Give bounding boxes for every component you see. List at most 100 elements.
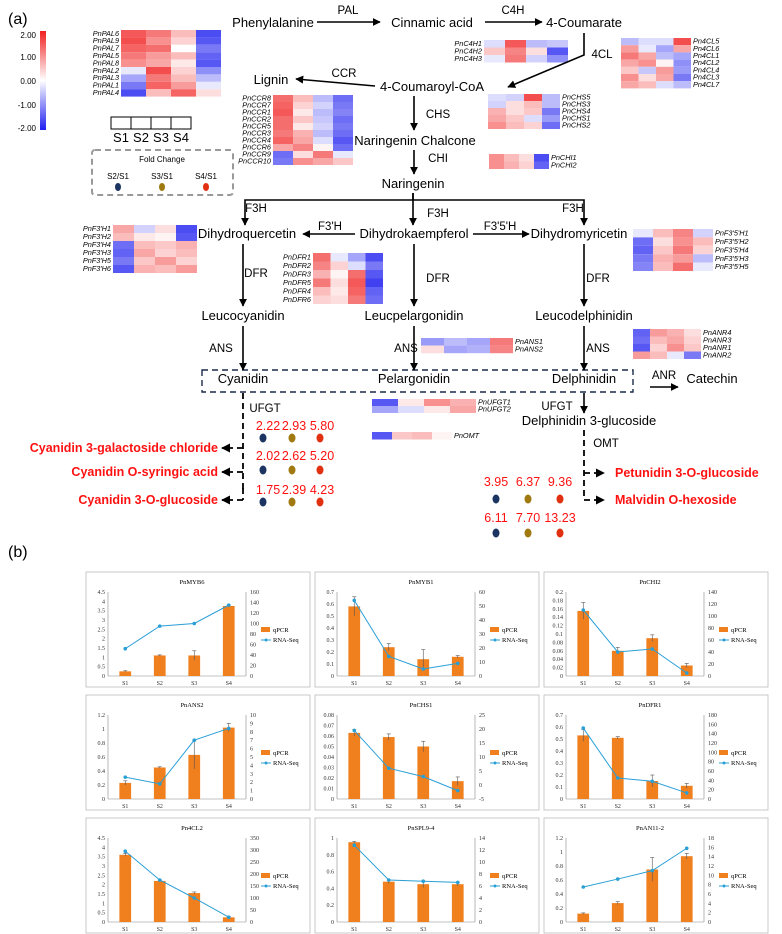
tick-label-right: 0 — [250, 797, 253, 803]
heatmap-gene-label: PnCHS2 — [562, 120, 590, 129]
fc-dot — [556, 494, 564, 504]
tick-label-right: 0 — [708, 674, 711, 680]
category-label: S3 — [649, 927, 655, 933]
rnaseq-point — [123, 849, 128, 853]
fc-dot — [288, 497, 296, 507]
heatmap-cell — [273, 123, 293, 130]
qpcr-charts: PnMYB600.511.522.533.544.502040608010012… — [85, 571, 769, 934]
heatmap-cell — [444, 338, 467, 346]
tick-label-right: 10 — [708, 873, 714, 879]
heatmap-gene-label: PnF3'5'H2 — [715, 237, 749, 246]
heatmap-cell — [547, 40, 568, 48]
heatmap-gene-label: PnCHI1 — [551, 153, 577, 162]
fc-value: 9.36 — [548, 475, 572, 489]
heatmap-cell — [450, 399, 476, 406]
heatmap-cell — [330, 253, 348, 262]
heatmap-cell — [506, 108, 524, 115]
fc-value: 1.75 — [256, 483, 280, 497]
heatmap-gene-label: PnCCR6 — [242, 142, 272, 151]
category-label: S2 — [615, 927, 621, 933]
heatmap-ccr: PnCCR8PnCCR7PnCCR1PnCCR2PnCCR5PnCCR3PnCC… — [238, 93, 353, 165]
chart-pndfr1: PnDFR1 0 0.1 0.2 0.3 0.4 0.5 0.6 0.7 0 20 40 60 80 100… — [543, 694, 769, 811]
heatmap-cell — [365, 270, 383, 279]
heatmap-cell — [146, 37, 171, 45]
heatmap-cell — [542, 94, 560, 101]
heatmap-cell — [638, 38, 656, 46]
legend-swatch-qpcr — [719, 627, 728, 632]
heatmap-gene-label: PnF3'H6 — [83, 264, 112, 273]
heatmap-cell — [547, 55, 568, 63]
tick-label-left: 2 — [102, 637, 105, 643]
heatmap-gene-label: PnF3'H2 — [83, 232, 111, 241]
heatmap-cell — [365, 253, 383, 262]
category-label: S3 — [191, 927, 197, 933]
tick-label-left: 0.18 — [553, 598, 564, 604]
heatmap-cell — [542, 108, 560, 115]
tick-label-left: 3 — [102, 864, 105, 870]
tick-label-left: 0.4 — [556, 892, 564, 898]
enzyme-anr: ANR — [652, 370, 676, 382]
tick-label-right: 60 — [250, 643, 256, 649]
heatmap-cell — [171, 89, 196, 97]
heatmap-cell — [667, 336, 684, 344]
tick-label-right: 4 — [250, 763, 253, 769]
heatmap-gene-label: PnCHS3 — [562, 99, 590, 108]
rnaseq-point — [157, 878, 162, 882]
qpcr-bar — [119, 782, 132, 799]
tick-label-left: 4 — [102, 599, 105, 605]
rnaseq-point — [421, 879, 426, 883]
tick-label-left: 0.02 — [553, 666, 564, 672]
tick-label-left: 0.16 — [553, 607, 564, 613]
heatmap-cell — [333, 102, 353, 109]
heatmap-cell — [313, 102, 333, 109]
tick-label-right: 3 — [250, 772, 253, 778]
tick-label-right: 140 — [250, 601, 259, 607]
tick-label-left: 2.5 — [98, 873, 106, 879]
qpcr-bar — [577, 735, 590, 799]
heatmap-gene-label: PnC4H1 — [454, 39, 482, 48]
category-label: S3 — [649, 804, 655, 810]
tick-label-right: 0 — [479, 674, 482, 680]
heatmap-cell — [365, 295, 383, 304]
category-label: S3 — [420, 681, 426, 687]
tick-label-left: 2 — [102, 883, 105, 889]
tick-label-right: 15 — [479, 741, 485, 747]
heatmap-cell — [673, 59, 691, 67]
heatmap-cell — [273, 144, 293, 151]
category-label: S1 — [580, 927, 586, 933]
heatmap-cell — [146, 44, 171, 53]
heatmap-cell — [134, 249, 155, 257]
heatmap-cell — [333, 137, 353, 144]
heatmap-cell — [656, 81, 674, 89]
colorbar-tick: -2.00 — [18, 124, 37, 133]
tick-label-left: 0.4 — [556, 749, 564, 755]
tick-label-right: 160 — [708, 722, 717, 728]
fc-dot — [316, 465, 324, 475]
tick-label-left: 0.4 — [98, 769, 106, 775]
heatmap-cell — [673, 45, 691, 53]
tick-label-right: 5 — [250, 755, 253, 761]
heatmap-cell — [330, 270, 348, 279]
fc-dot — [524, 528, 532, 538]
heatmap-cell — [693, 254, 713, 263]
chart-title: PnAN11-2 — [636, 825, 664, 832]
heatmap-cell — [633, 229, 653, 238]
heatmap-cell — [650, 329, 667, 337]
qpcr-bar — [577, 610, 590, 676]
heatmap-gene-label: PnDFR4 — [283, 287, 311, 296]
qpcr-bar — [680, 665, 693, 676]
heatmap-cell — [650, 344, 667, 352]
heatmap-gene-label: Pn4CL4 — [693, 65, 719, 74]
heatmap-cell — [113, 225, 134, 233]
heatmap-cell — [121, 30, 146, 38]
tick-label-left: 4.5 — [98, 590, 106, 596]
tick-label-right: 150 — [250, 884, 259, 890]
fold-change-title: Fold Change — [139, 155, 185, 164]
heatmap-cell — [489, 161, 504, 169]
heatmap-cell — [146, 52, 171, 60]
legend-rnaseq: RNA-Seq — [273, 883, 299, 890]
